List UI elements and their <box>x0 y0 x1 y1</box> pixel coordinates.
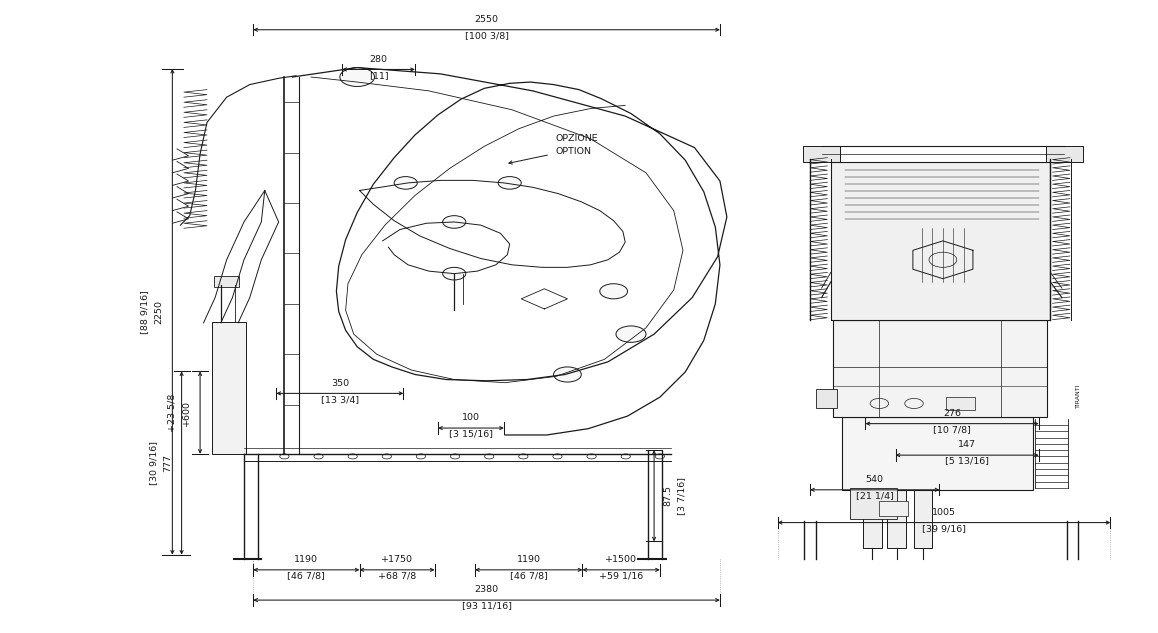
Text: 1190: 1190 <box>294 555 318 564</box>
Text: TIRANTI: TIRANTI <box>1076 383 1080 408</box>
Text: [93 11/16]: [93 11/16] <box>462 601 512 610</box>
Circle shape <box>600 284 628 299</box>
Text: 2250: 2250 <box>154 300 163 323</box>
Text: [30 9/16]: [30 9/16] <box>149 441 159 485</box>
Text: [3 7/16]: [3 7/16] <box>677 477 687 515</box>
Bar <box>804 146 840 162</box>
Circle shape <box>554 367 581 382</box>
Text: +59 1/16: +59 1/16 <box>599 571 644 580</box>
Text: 280: 280 <box>369 55 388 64</box>
Text: 350: 350 <box>331 379 349 388</box>
Text: OPZIONE: OPZIONE <box>556 134 599 143</box>
Text: +23 5/8: +23 5/8 <box>168 394 177 432</box>
Text: 2550: 2550 <box>475 15 499 24</box>
Bar <box>833 320 1047 417</box>
Circle shape <box>442 216 466 229</box>
Text: [100 3/8]: [100 3/8] <box>464 31 508 40</box>
Bar <box>816 389 836 408</box>
Bar <box>842 417 1033 490</box>
Text: +600: +600 <box>182 399 191 425</box>
Bar <box>863 489 881 548</box>
Circle shape <box>442 267 466 280</box>
Circle shape <box>498 177 521 189</box>
Text: [3 15/16]: [3 15/16] <box>449 429 493 438</box>
Bar <box>879 501 908 517</box>
Text: 276: 276 <box>943 409 961 418</box>
Bar <box>850 488 896 520</box>
Text: [21 1/4]: [21 1/4] <box>856 491 894 500</box>
Text: [11]: [11] <box>368 71 388 80</box>
Bar <box>1046 146 1083 162</box>
Bar <box>946 397 975 410</box>
Bar <box>830 162 1050 320</box>
Text: +1750: +1750 <box>381 555 413 564</box>
Text: +1500: +1500 <box>606 555 637 564</box>
Text: [88 9/16]: [88 9/16] <box>140 290 149 334</box>
Text: [13 3/4]: [13 3/4] <box>321 394 359 404</box>
Text: 87.5: 87.5 <box>664 486 673 506</box>
Bar <box>212 322 247 454</box>
Text: 100: 100 <box>462 413 479 422</box>
Text: [46 7/8]: [46 7/8] <box>510 571 548 580</box>
Text: [46 7/8]: [46 7/8] <box>287 571 325 580</box>
Bar <box>214 275 240 287</box>
Text: [39 9/16]: [39 9/16] <box>922 524 966 533</box>
Circle shape <box>339 68 374 87</box>
Text: 2380: 2380 <box>475 586 499 594</box>
Text: 540: 540 <box>866 475 884 484</box>
Bar <box>887 489 906 548</box>
Text: 1190: 1190 <box>516 555 541 564</box>
Circle shape <box>616 326 646 342</box>
Text: +68 7/8: +68 7/8 <box>378 571 416 580</box>
Text: OPTION: OPTION <box>556 147 592 156</box>
Text: [10 7/8]: [10 7/8] <box>933 425 972 434</box>
Circle shape <box>394 177 417 189</box>
Text: [5 13/16]: [5 13/16] <box>945 456 989 465</box>
Bar <box>914 489 932 548</box>
Text: 777: 777 <box>163 454 173 472</box>
Text: 1005: 1005 <box>932 508 957 517</box>
Text: 147: 147 <box>958 441 976 449</box>
